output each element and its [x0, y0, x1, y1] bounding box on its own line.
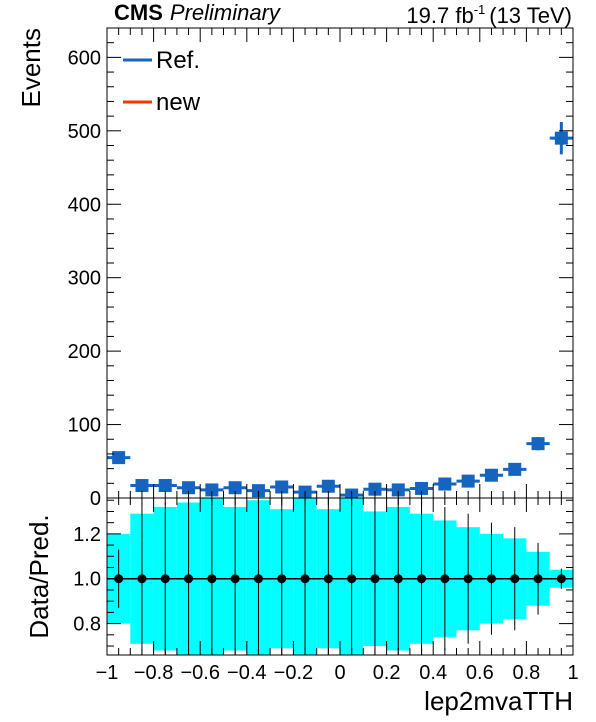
ref-data-point [205, 483, 219, 497]
ratio-data-point [463, 574, 473, 584]
ref-data-point [182, 481, 196, 495]
ratio-data-point [277, 574, 287, 584]
x-tick-label: −0.6 [180, 662, 219, 684]
ref-data-point [158, 479, 172, 493]
x-tick-label: 0.6 [466, 662, 494, 684]
main-y-axis: 0 100 200 300 400 500 600 [68, 27, 574, 510]
main-data-marks [107, 122, 573, 502]
main-y-tick-label: 0 [90, 488, 101, 510]
x-tick-label: −0.4 [227, 662, 266, 684]
luminosity-label: 19.7 fb-1 (13 TeV) [406, 2, 572, 28]
uncertainty-band [107, 498, 573, 655]
x-axis-title: lep2mvaTTH [424, 686, 573, 716]
ref-data-point [368, 482, 382, 496]
ratio-data-point [347, 574, 357, 584]
ratio-data-point [533, 574, 543, 584]
ratio-data-point [323, 574, 333, 584]
ref-data-point [461, 474, 475, 488]
ratio-y-axis-title: Data/Pred. [24, 514, 54, 638]
ratio-y-tick-label: 1.2 [73, 524, 101, 546]
ratio-y-tick-label: 1.0 [73, 569, 101, 591]
x-tick-label: 0.4 [419, 662, 447, 684]
main-y-tick-label: 200 [68, 341, 101, 363]
main-y-tick-label: 100 [68, 415, 101, 437]
ratio-panel-frame [106, 497, 574, 656]
ratio-axes: 0.8 1.0 1.2 −1 −0.8 −0.6 −0.4 −0.2 0 0.2 0.4 0.6 0.8… [73, 498, 579, 684]
legend-label-ref: Ref. [156, 47, 200, 74]
main-y-tick-label: 300 [68, 268, 101, 290]
ratio-data-point [230, 574, 240, 584]
ratio-data-point [510, 574, 520, 584]
main-y-tick-label: 600 [68, 47, 101, 69]
ratio-data-point [160, 574, 170, 584]
ref-data-point [112, 451, 126, 465]
ref-data-point [484, 468, 498, 482]
main-y-tick-label: 400 [68, 194, 101, 216]
x-tick-label: 0.2 [373, 662, 401, 684]
x-tick-label: −1 [96, 662, 119, 684]
ratio-data-point [370, 574, 380, 584]
ratio-data-point [184, 574, 194, 584]
legend-label-new: new [156, 89, 201, 116]
ref-data-point [531, 437, 545, 451]
ratio-data-point [417, 574, 427, 584]
x-tick-label: −0.2 [274, 662, 313, 684]
ratio-data-marks [107, 498, 573, 655]
ratio-data-point [440, 574, 450, 584]
ref-data-point [251, 484, 265, 498]
ref-data-point [321, 479, 335, 493]
x-tick-label: −0.8 [134, 662, 173, 684]
ref-data-point [391, 483, 405, 497]
x-tick-label: 0.8 [512, 662, 540, 684]
ref-data-point [554, 131, 568, 145]
ratio-data-point [207, 574, 217, 584]
x-tick-label: 1 [567, 662, 578, 684]
ratio-panel: 0.8 1.0 1.2 −1 −0.8 −0.6 −0.4 −0.2 0 0.2 0.4 0.6 0.8… [24, 497, 579, 716]
ref-data-point [228, 481, 242, 495]
x-tick-label: 0 [334, 662, 345, 684]
legend: Ref. new [123, 47, 201, 116]
experiment-label: CMS Preliminary [114, 0, 282, 25]
ratio-data-point [486, 574, 496, 584]
ref-data-point [135, 479, 149, 493]
main-panel: 0 100 200 300 400 500 600 Events [16, 27, 574, 510]
y-axis-title: Events [16, 28, 46, 108]
ratio-data-point [253, 574, 263, 584]
ref-data-point [415, 481, 429, 495]
ratio-data-point [300, 574, 310, 584]
ref-data-point [438, 477, 452, 491]
main-y-tick-label: 500 [68, 121, 101, 143]
ref-data-point [275, 480, 289, 494]
ratio-data-point [393, 574, 403, 584]
ratio-data-point [137, 574, 147, 584]
ratio-y-tick-label: 0.8 [73, 614, 101, 636]
ref-data-point [508, 462, 522, 476]
